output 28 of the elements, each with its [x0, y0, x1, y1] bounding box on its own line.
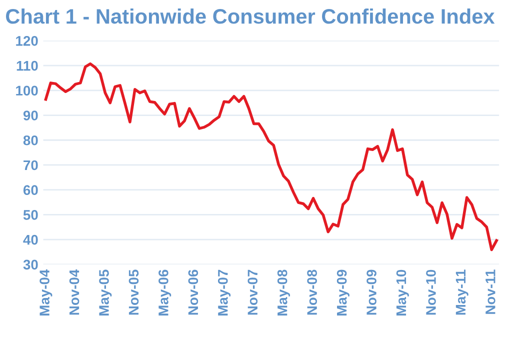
x-tick-label: Nov-10 [426, 270, 436, 315]
x-tick-label: May-06 [158, 270, 172, 316]
y-tick-label: 40 [23, 234, 38, 245]
x-tick-label: Nov-06 [188, 270, 198, 315]
y-tick-label: 30 [23, 260, 38, 270]
x-tick-label: May-04 [40, 269, 52, 316]
y-tick-label: 60 [23, 185, 38, 196]
x-tick-label: Nov-05 [128, 270, 139, 315]
x-tick-label: May-07 [218, 270, 231, 316]
y-tick-label: 100 [16, 86, 38, 96]
x-tick-label: Nov-09 [366, 270, 376, 315]
y-tick-label: 50 [23, 210, 38, 220]
y-tick-label: 80 [23, 135, 38, 146]
x-tick-label: Nov-11 [486, 270, 496, 314]
x-tick-label: May-09 [336, 270, 350, 316]
chart-title: Chart 1 - Nationwide Consumer Confidence Index [6, 8, 495, 24]
x-tick-label: May-08 [277, 270, 290, 316]
y-tick-label: 110 [16, 60, 38, 71]
y-tick-label: 70 [24, 160, 38, 170]
line-series [44, 62, 498, 252]
y-tick-label: 120 [16, 36, 38, 46]
x-tick-label: Nov-07 [248, 270, 258, 315]
x-tick-label: May-11 [456, 270, 468, 315]
x-tick-label: Nov-08 [307, 270, 317, 315]
y-tick-label: 90 [23, 110, 38, 120]
x-tick-label: May-10 [396, 270, 409, 316]
x-tick-label: Nov-04 [69, 269, 80, 315]
x-tick-label: May-05 [99, 270, 112, 316]
